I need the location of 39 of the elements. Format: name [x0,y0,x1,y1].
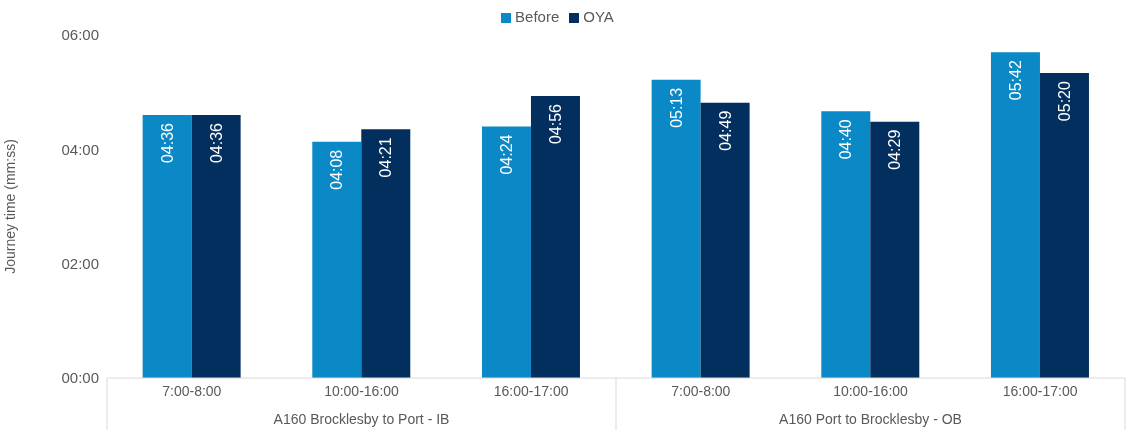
y-tick-label: 02:00 [61,254,99,272]
bar [361,129,411,378]
x-tick-label: 7:00-8:00 [162,382,222,399]
bar [530,95,580,378]
legend-label: OYA [583,8,614,25]
data-label: 04:24 [497,134,515,175]
bar [191,115,241,378]
y-tick-label: 00:00 [61,369,99,387]
bar [142,115,192,378]
text: A160 Port to Brocklesby - OB [779,411,962,427]
x-tick-label: 10:00-16:00 [324,382,400,399]
data-label: 04:21 [377,137,395,178]
bar [481,126,531,378]
data-label: 04:36 [158,122,176,164]
bar [821,111,871,378]
bar [870,121,920,378]
bar [1039,73,1089,378]
bar [312,141,362,378]
x-tick-label: 16:00-17:00 [1002,382,1078,399]
x-tick-label: 10:00-16:00 [833,382,909,399]
data-label: 04:56 [546,103,564,145]
legend-label: Before [515,8,560,25]
data-label: 05:20 [1055,81,1073,122]
x-tick-label: 16:00-17:00 [493,382,569,399]
text: A160 Brocklesby to Port - IB [273,411,450,427]
x-tick-label: 7:00-8:00 [671,382,731,399]
data-label: 04:40 [837,119,855,160]
data-label: 04:08 [328,149,346,190]
data-label: 04:49 [716,110,734,151]
data-label: 05:42 [1006,60,1024,101]
y-tick-label: 04:00 [61,140,99,158]
bar [700,102,750,378]
y-axis-title: Journey time (mm:ss) [1,139,18,274]
y-tick-label: 06:00 [61,26,99,44]
bar [990,52,1040,378]
data-label: 04:36 [207,122,225,164]
data-label: 04:29 [886,129,904,170]
bar [651,79,701,378]
data-label: 05:13 [667,87,685,128]
